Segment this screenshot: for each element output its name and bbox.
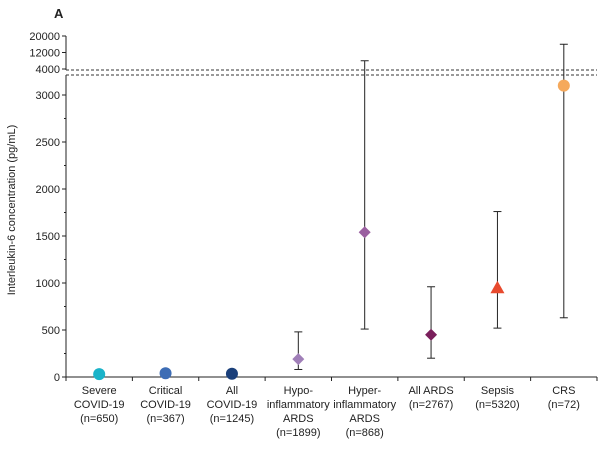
x-category-label: (n=650) [80, 413, 118, 425]
y-tick-label: 1500 [36, 231, 60, 243]
x-category-label: inflammatory [333, 399, 396, 411]
y-tick-label: 4000 [36, 64, 60, 76]
data-point-diamond [292, 353, 305, 366]
data-point-diamond [425, 328, 438, 341]
y-tick-label: 3000 [36, 90, 60, 102]
x-category-label: ARDS [283, 413, 314, 425]
panel-label: A [54, 6, 64, 21]
x-category-label: (n=72) [548, 399, 580, 411]
y-tick-label: 12000 [29, 48, 60, 60]
error-bars-group [294, 43, 568, 370]
y-tick-label: 2500 [36, 137, 60, 149]
x-category-label: (n=5320) [475, 399, 519, 411]
data-point-circle [557, 79, 570, 92]
x-category-label: (n=1245) [210, 413, 254, 425]
data-point-circle [225, 367, 238, 380]
x-category-label: Sepsis [481, 385, 515, 397]
data-point-circle [159, 367, 172, 380]
x-category-label: COVID-19 [207, 399, 258, 411]
y-ticks-group: 0 500 1000 1500 2000 2500 3000 4000 12000 20000 [29, 31, 598, 384]
x-category-label: COVID-19 [74, 399, 125, 411]
x-category-label: COVID-19 [140, 399, 191, 411]
x-category-label: Severe [82, 385, 117, 397]
y-axis-title: Interleukin-6 concentration (pg/mL) [6, 125, 18, 296]
x-category-label: ARDS [349, 413, 380, 425]
y-tick-label: 0 [54, 372, 60, 384]
data-point-circle [93, 368, 106, 381]
x-category-label: Critical [149, 385, 183, 397]
x-category-label: (n=868) [346, 427, 384, 439]
x-category-label: (n=2767) [409, 399, 453, 411]
x-category-label: (n=367) [146, 413, 184, 425]
x-category-label: (n=1899) [276, 427, 320, 439]
y-tick-label: 1000 [36, 278, 60, 290]
x-category-label: Hyper- [348, 385, 381, 397]
x-category-label: CRS [552, 385, 575, 397]
x-category-label: All ARDS [408, 385, 453, 397]
axes-group [65, 36, 597, 378]
data-point-triangle [490, 280, 505, 294]
data-point-diamond [358, 226, 371, 239]
category-labels-group: Severe COVID-19 (n=650) Critical COVID-19 (n=… [74, 385, 580, 439]
x-category-label: All [226, 385, 238, 397]
y-tick-label: 500 [42, 325, 60, 337]
x-category-label: inflammatory [267, 399, 330, 411]
y-tick-label: 2000 [36, 184, 60, 196]
x-category-label: Hypo- [284, 385, 314, 397]
y-tick-label: 20000 [29, 31, 60, 43]
markers-group [93, 79, 570, 381]
